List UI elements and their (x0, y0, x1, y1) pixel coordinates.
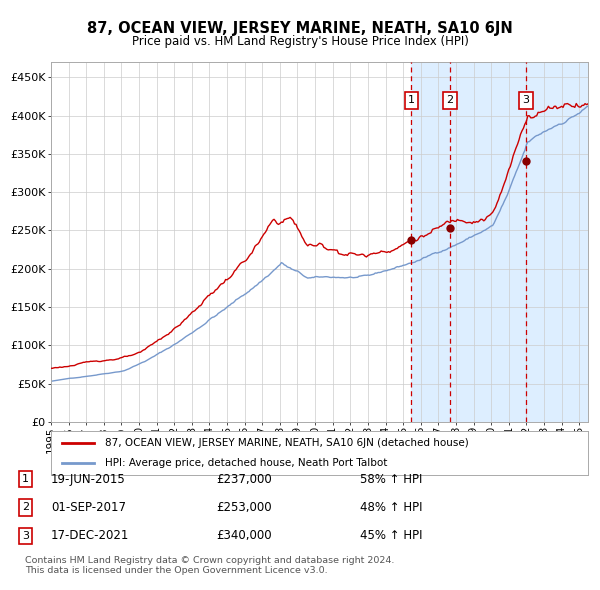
Text: 1: 1 (408, 95, 415, 105)
Text: 58% ↑ HPI: 58% ↑ HPI (360, 473, 422, 486)
Text: £340,000: £340,000 (216, 529, 272, 542)
Text: 3: 3 (522, 95, 529, 105)
Text: 01-SEP-2017: 01-SEP-2017 (51, 501, 126, 514)
Bar (412, 62, 450, 422)
Text: 1: 1 (22, 474, 29, 484)
Text: 2: 2 (22, 503, 29, 512)
Text: 2: 2 (446, 95, 454, 105)
Text: Price paid vs. HM Land Registry's House Price Index (HPI): Price paid vs. HM Land Registry's House … (131, 35, 469, 48)
Text: 17-DEC-2021: 17-DEC-2021 (51, 529, 130, 542)
Text: £237,000: £237,000 (216, 473, 272, 486)
Text: 87, OCEAN VIEW, JERSEY MARINE, NEATH, SA10 6JN: 87, OCEAN VIEW, JERSEY MARINE, NEATH, SA… (87, 21, 513, 35)
Text: 48% ↑ HPI: 48% ↑ HPI (360, 501, 422, 514)
Text: 87, OCEAN VIEW, JERSEY MARINE, NEATH, SA10 6JN (detached house): 87, OCEAN VIEW, JERSEY MARINE, NEATH, SA… (105, 438, 469, 448)
Text: 45% ↑ HPI: 45% ↑ HPI (360, 529, 422, 542)
Bar (526, 62, 588, 422)
Text: 19-JUN-2015: 19-JUN-2015 (51, 473, 126, 486)
Text: Contains HM Land Registry data © Crown copyright and database right 2024.
This d: Contains HM Land Registry data © Crown c… (25, 556, 395, 575)
Text: 3: 3 (22, 531, 29, 540)
Text: £253,000: £253,000 (216, 501, 272, 514)
Text: HPI: Average price, detached house, Neath Port Talbot: HPI: Average price, detached house, Neat… (105, 458, 387, 467)
Bar (450, 62, 526, 422)
